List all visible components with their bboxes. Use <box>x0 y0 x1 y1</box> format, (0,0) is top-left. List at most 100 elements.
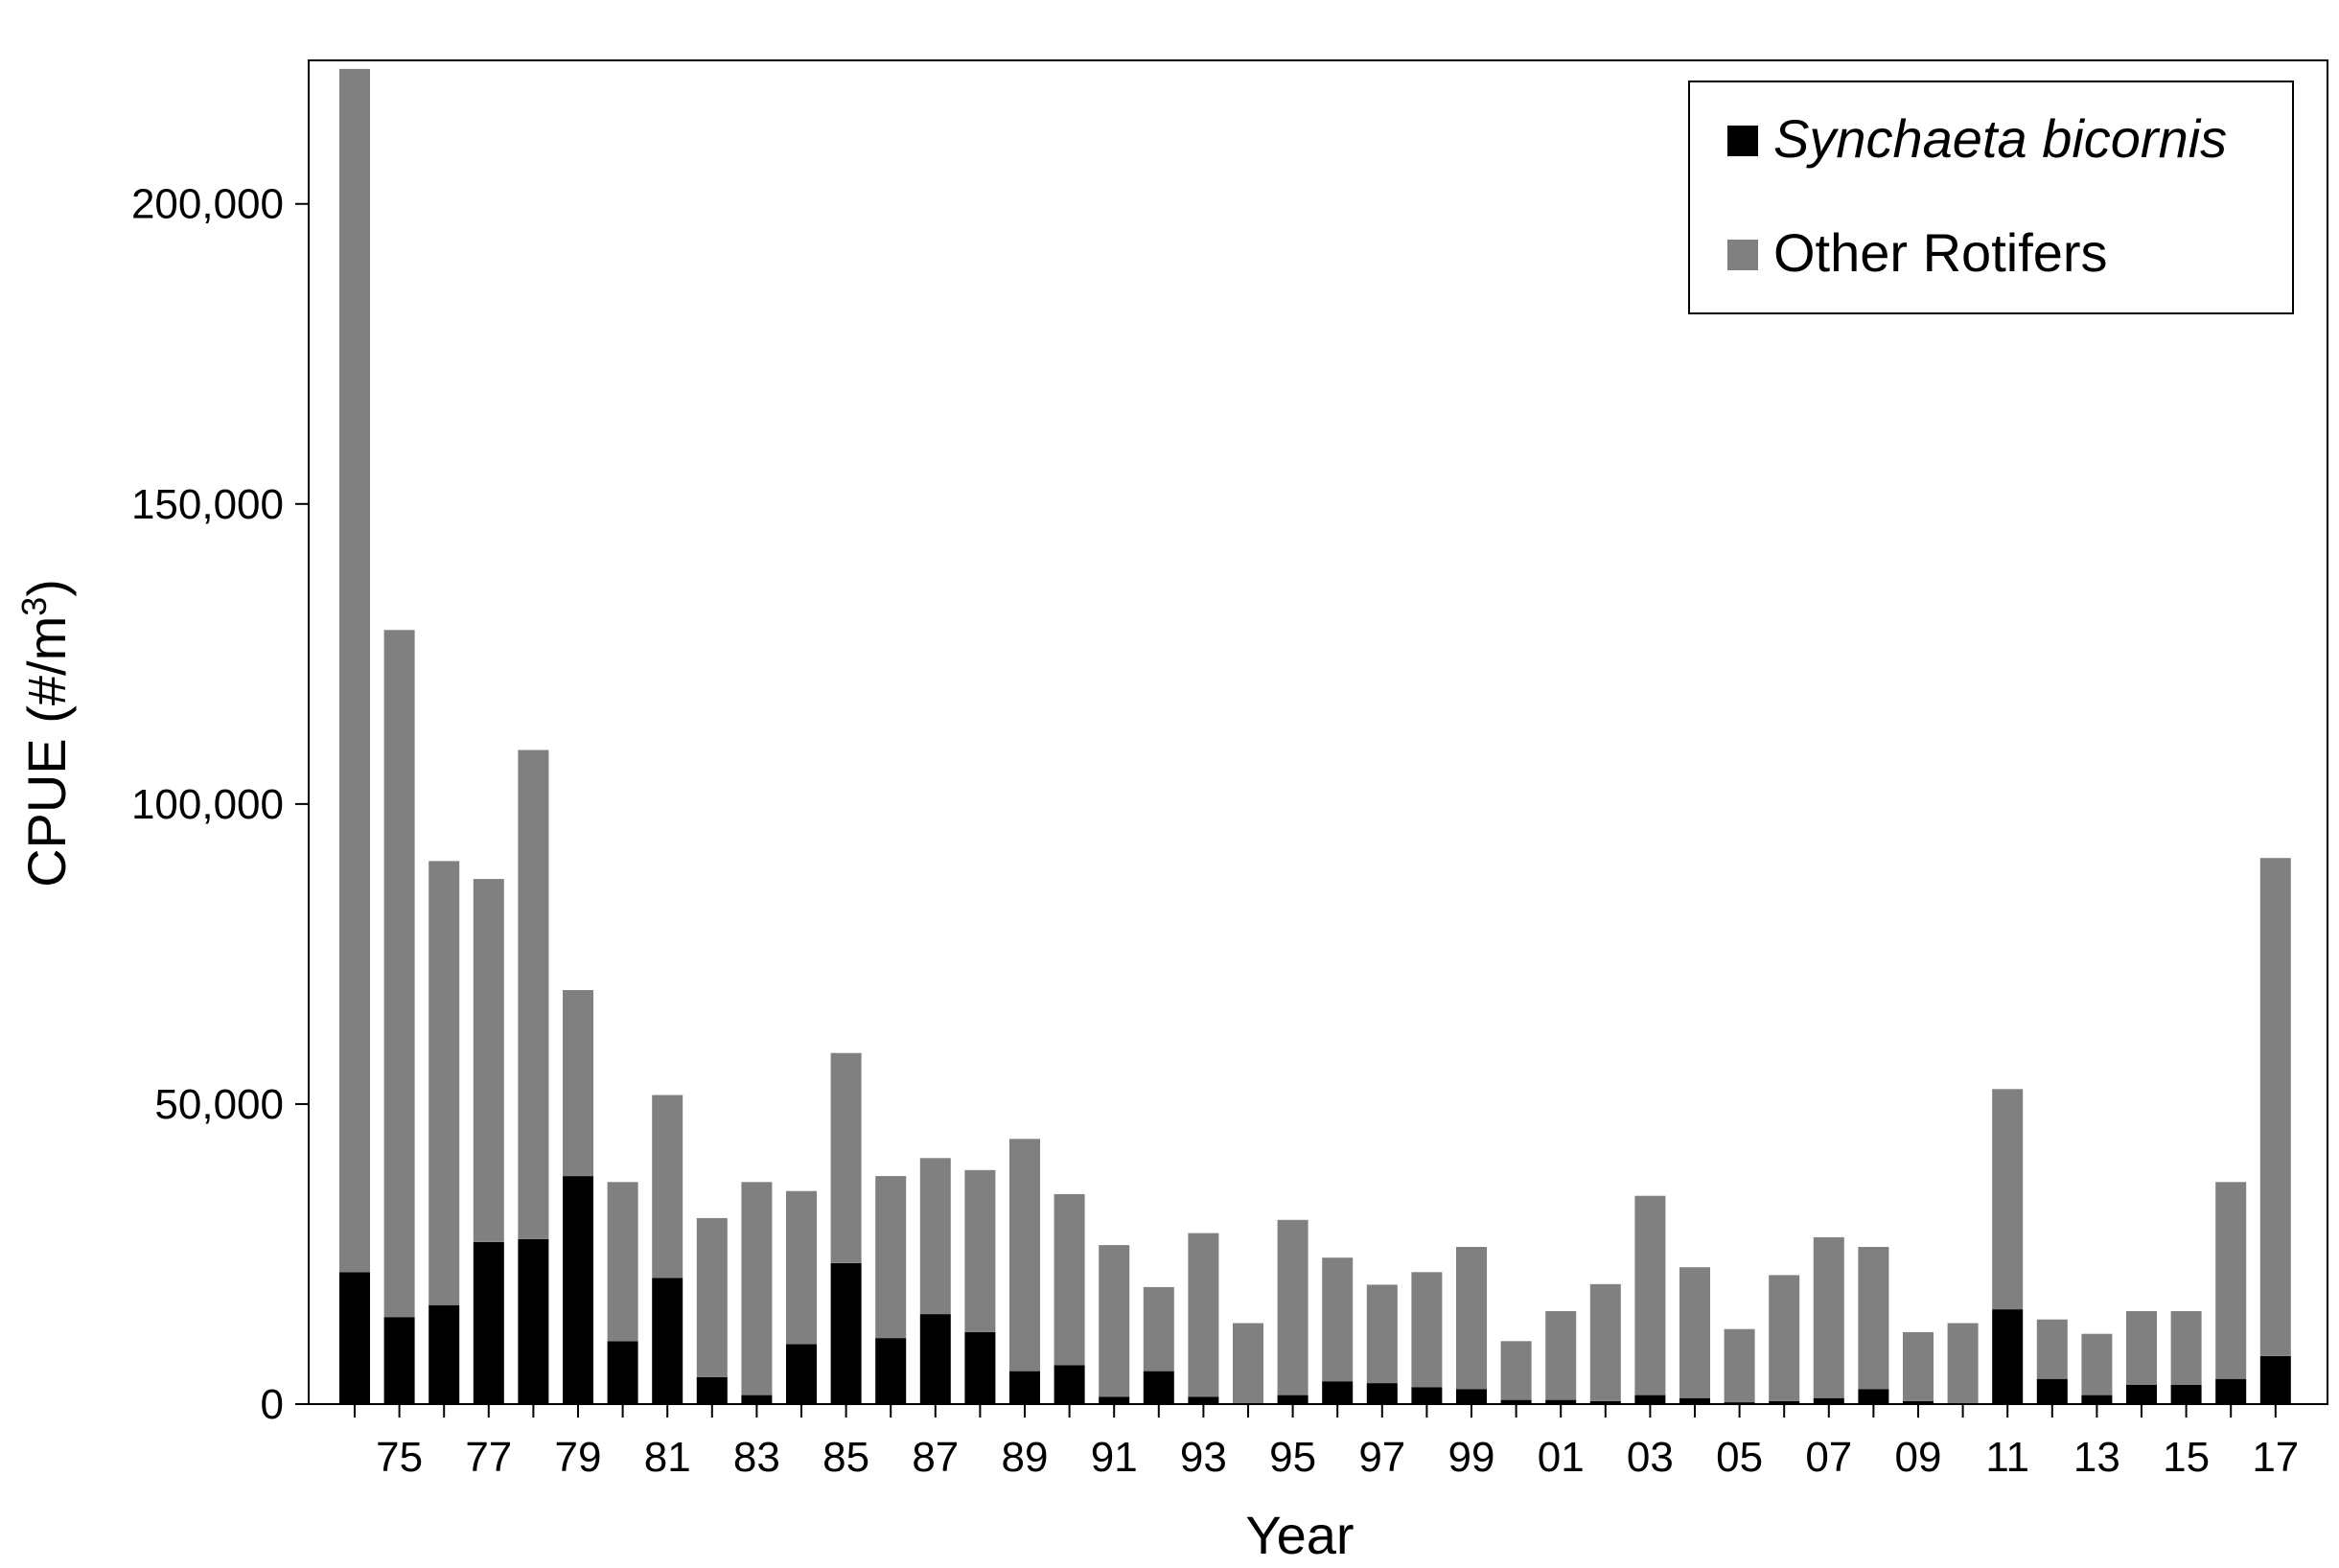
x-tick-label-17: 17 <box>2252 1434 2299 1481</box>
x-tick-label-77: 77 <box>465 1434 512 1481</box>
bar-other-rotifers-01 <box>1545 1311 1577 1400</box>
bar-synchaeta-85 <box>830 1262 862 1404</box>
bar-synchaeta-17 <box>2259 1355 2291 1404</box>
bar-other-rotifers-04 <box>1679 1267 1710 1398</box>
legend-swatch-other-rotifers <box>1727 240 1758 270</box>
bar-synchaeta-08 <box>1858 1389 1889 1404</box>
x-tick-label-15: 15 <box>2163 1434 2210 1481</box>
bar-other-rotifers-94 <box>1233 1323 1263 1404</box>
bar-synchaeta-04 <box>1679 1397 1710 1404</box>
x-tick-label-91: 91 <box>1091 1434 1138 1481</box>
bar-other-rotifers-75 <box>383 630 415 1318</box>
bar-synchaeta-77 <box>473 1241 504 1404</box>
bar-other-rotifers-79 <box>563 990 593 1177</box>
bar-synchaeta-97 <box>1366 1383 1398 1404</box>
bar-synchaeta-98 <box>1411 1387 1443 1404</box>
bar-other-rotifers-12 <box>2036 1319 2068 1379</box>
bar-other-rotifers-77 <box>473 879 504 1242</box>
bar-synchaeta-90 <box>1054 1365 1085 1404</box>
bar-other-rotifers-78 <box>518 749 549 1239</box>
bar-other-rotifers-96 <box>1322 1257 1354 1382</box>
x-tick-label-75: 75 <box>376 1434 423 1481</box>
bar-other-rotifers-14 <box>2126 1311 2157 1385</box>
bar-synchaeta-99 <box>1456 1389 1487 1404</box>
bar-synchaeta-06 <box>1769 1400 1800 1404</box>
legend-label-other-rotifers: Other Rotifers <box>1773 222 2108 283</box>
bar-other-rotifers-97 <box>1366 1284 1398 1384</box>
bar-other-rotifers-80 <box>607 1182 638 1342</box>
bar-other-rotifers-10 <box>1947 1323 1979 1404</box>
legend-swatch-synchaeta <box>1727 126 1758 156</box>
x-tick-label-79: 79 <box>555 1434 602 1481</box>
bar-other-rotifers-09 <box>1903 1331 1934 1401</box>
bar-other-rotifers-05 <box>1724 1328 1755 1403</box>
bar-synchaeta-80 <box>607 1341 638 1404</box>
bar-other-rotifers-02 <box>1589 1283 1621 1401</box>
x-tick-label-09: 09 <box>1895 1434 1942 1481</box>
bar-synchaeta-12 <box>2036 1378 2068 1404</box>
bar-other-rotifers-08 <box>1858 1247 1889 1390</box>
bar-synchaeta-16 <box>2215 1378 2247 1404</box>
bar-synchaeta-15 <box>2170 1385 2202 1404</box>
bar-synchaeta-09 <box>1903 1400 1934 1404</box>
bar-other-rotifers-93 <box>1188 1233 1219 1397</box>
bar-synchaeta-01 <box>1545 1399 1577 1404</box>
bar-synchaeta-87 <box>919 1314 951 1404</box>
bar-synchaeta-79 <box>563 1176 593 1404</box>
bar-other-rotifers-15 <box>2170 1311 2202 1385</box>
bar-other-rotifers-82 <box>696 1217 728 1377</box>
bar-other-rotifers-88 <box>964 1169 996 1332</box>
bar-other-rotifers-81 <box>652 1095 683 1279</box>
bar-synchaeta-84 <box>786 1344 817 1404</box>
bar-other-rotifers-00 <box>1500 1341 1532 1400</box>
bar-other-rotifers-11 <box>1992 1089 2024 1310</box>
legend-box <box>1688 81 2294 314</box>
y-tick-label-200000: 200,000 <box>131 181 284 228</box>
bar-other-rotifers-89 <box>1009 1139 1040 1372</box>
bar-synchaeta-76 <box>428 1304 460 1404</box>
bar-other-rotifers-85 <box>830 1052 862 1263</box>
bar-other-rotifers-91 <box>1099 1245 1130 1397</box>
axes-layer <box>308 59 2328 1405</box>
bar-other-rotifers-17 <box>2259 858 2291 1356</box>
y-axis-title-superscript: 3 <box>14 597 54 616</box>
y-axis-title: CPUE (#/m3) <box>14 579 77 888</box>
y-axis-ticks: 0 50,000 100,000 150,000 200,000 <box>131 181 309 1428</box>
bar-synchaeta-89 <box>1009 1371 1040 1404</box>
x-tick-label-01: 01 <box>1538 1434 1585 1481</box>
bar-other-rotifers-84 <box>786 1190 817 1345</box>
bar-synchaeta-91 <box>1099 1396 1130 1404</box>
bar-other-rotifers-87 <box>919 1158 951 1315</box>
x-tick-label-05: 05 <box>1716 1434 1763 1481</box>
x-tick-label-11: 11 <box>1985 1434 2029 1481</box>
y-tick-label-100000: 100,000 <box>131 781 284 828</box>
bar-synchaeta-83 <box>741 1395 773 1404</box>
bar-synchaeta-07 <box>1813 1397 1844 1404</box>
x-tick-label-85: 85 <box>822 1434 869 1481</box>
bar-other-rotifers-83 <box>741 1182 773 1395</box>
bar-other-rotifers-99 <box>1456 1247 1487 1390</box>
bar-synchaeta-13 <box>2081 1395 2113 1404</box>
x-tick-label-13: 13 <box>2073 1434 2120 1481</box>
bar-synchaeta-74 <box>339 1272 370 1404</box>
x-tick-label-89: 89 <box>1002 1434 1049 1481</box>
y-axis-title-main: CPUE (#/m <box>16 616 77 888</box>
x-tick-label-03: 03 <box>1627 1434 1674 1481</box>
x-tick-label-95: 95 <box>1269 1434 1316 1481</box>
bar-synchaeta-96 <box>1322 1381 1354 1404</box>
x-tick-label-07: 07 <box>1805 1434 1852 1481</box>
bar-synchaeta-14 <box>2126 1385 2157 1404</box>
bar-synchaeta-75 <box>383 1317 415 1404</box>
y-tick-label-50000: 50,000 <box>154 1081 284 1128</box>
legend: Synchaeta bicornis Other Rotifers <box>1688 81 2294 314</box>
bar-synchaeta-02 <box>1589 1400 1621 1404</box>
plot-frame <box>308 59 2328 1405</box>
x-tick-label-83: 83 <box>733 1434 780 1481</box>
bar-synchaeta-81 <box>652 1278 683 1404</box>
y-tick-label-150000: 150,000 <box>131 481 284 528</box>
x-tick-label-97: 97 <box>1358 1434 1405 1481</box>
x-axis-ticks: 75 77 79 81 83 85 87 89 91 93 95 97 99 01 03 05 07 09 11 13… <box>354 1404 2299 1481</box>
legend-label-synchaeta: Synchaeta bicornis <box>1773 108 2227 169</box>
bar-synchaeta-03 <box>1634 1395 1666 1404</box>
